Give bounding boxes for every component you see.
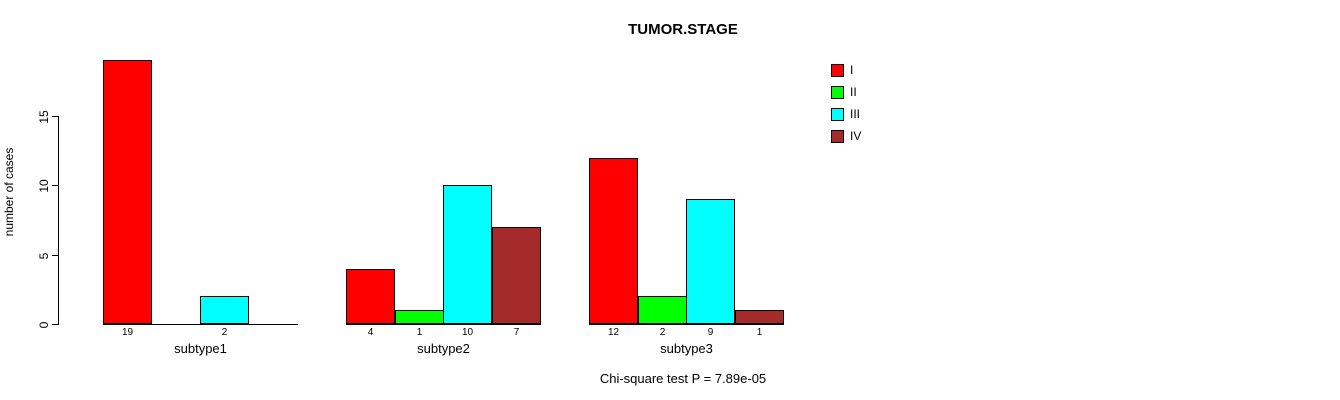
bar-subtype3-stage-II [638, 296, 687, 324]
category-label-subtype1: subtype1 [174, 341, 227, 356]
legend-swatch-IV [831, 130, 844, 143]
category-label-subtype2: subtype2 [417, 341, 470, 356]
legend-swatch-I [831, 64, 844, 77]
legend-label: III [850, 107, 861, 121]
legend-item-III: III [831, 108, 861, 121]
legend-label: II [850, 85, 857, 99]
bar-subtype2-stage-IV [492, 227, 541, 324]
y-tick-mark [52, 185, 58, 186]
legend: I II III IV [831, 64, 861, 152]
bar-value-label: 2 [221, 327, 228, 338]
legend-label: IV [850, 129, 862, 143]
legend-swatch-III [831, 108, 844, 121]
category-label-subtype3: subtype3 [660, 341, 713, 356]
bar-value-label: 19 [121, 327, 134, 338]
legend-item-II: II [831, 86, 861, 99]
bar-subtype3-stage-IV [735, 310, 784, 324]
bar-subtype2-stage-II [395, 310, 444, 324]
y-tick-mark [52, 116, 58, 117]
legend-label: I [850, 63, 854, 77]
y-axis-line [58, 116, 59, 325]
y-tick-label: 0 [37, 321, 51, 328]
bar-subtype3-stage-I [589, 158, 638, 324]
bar-subtype2-stage-III [443, 185, 492, 324]
legend-item-IV: IV [831, 130, 861, 143]
bar-subtype1-stage-III [200, 296, 249, 324]
chi-square-caption: Chi-square test P = 7.89e-05 [599, 371, 767, 386]
y-tick-mark [52, 324, 58, 325]
bar-value-label: 4 [367, 327, 374, 338]
x-axis-baseline [103, 324, 298, 325]
bar-value-label: 9 [707, 327, 714, 338]
bar-value-label: 10 [461, 327, 474, 338]
legend-item-I: I [831, 64, 861, 77]
y-tick-label: 15 [37, 109, 51, 124]
y-axis-label: number of cases [2, 147, 16, 237]
bar-value-label: 12 [607, 327, 620, 338]
bar-subtype2-stage-I [346, 269, 395, 324]
x-axis-baseline [346, 324, 541, 325]
bar-value-label: 2 [659, 327, 666, 338]
y-tick-label: 10 [37, 178, 51, 193]
x-axis-baseline [589, 324, 784, 325]
bar-subtype1-stage-I [103, 60, 152, 324]
bar-value-label: 7 [513, 327, 520, 338]
chart-title: TUMOR.STAGE [628, 21, 738, 38]
bar-value-label: 1 [756, 327, 763, 338]
legend-swatch-II [831, 86, 844, 99]
y-tick-mark [52, 255, 58, 256]
bar-subtype3-stage-III [686, 199, 735, 324]
bar-value-label: 1 [416, 327, 423, 338]
y-tick-label: 5 [37, 252, 51, 259]
